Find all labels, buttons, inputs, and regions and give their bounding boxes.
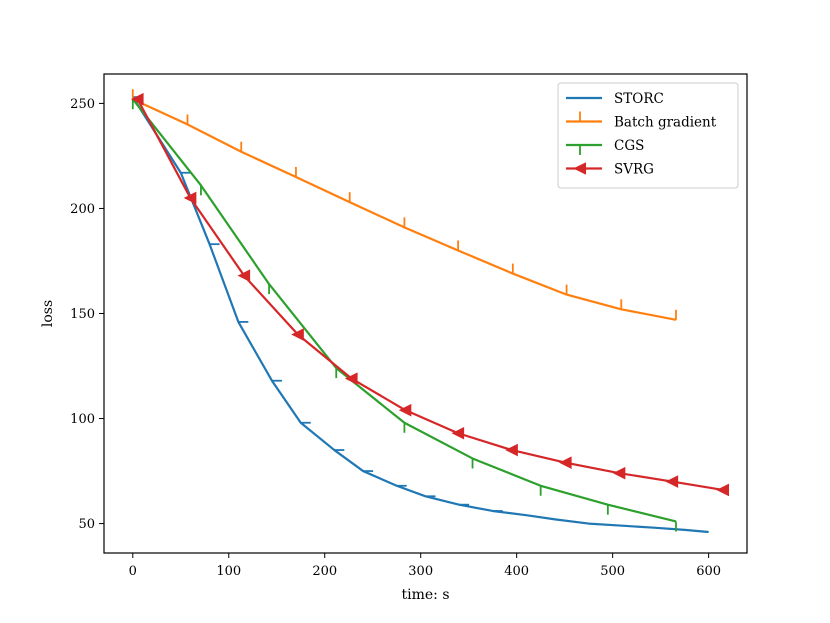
x-tick-label: 200 <box>312 564 337 579</box>
data-point-marker <box>612 466 626 480</box>
series-0 <box>131 96 709 534</box>
x-tick-label: 0 <box>129 564 137 579</box>
legend-entry: Batch gradient <box>566 111 717 131</box>
series-layer <box>130 89 730 534</box>
data-point-marker <box>237 269 251 282</box>
x-axis: 0 100 200 300 400 500 600 <box>129 553 721 579</box>
legend-label: Batch gradient <box>614 115 717 131</box>
y-tick-label: 200 <box>70 202 95 217</box>
y-tick-label: 150 <box>70 307 95 322</box>
data-point-marker <box>183 191 197 205</box>
x-tick-label: 400 <box>504 564 529 579</box>
data-point-marker <box>398 403 412 417</box>
data-point-marker <box>716 483 730 497</box>
series-2 <box>131 98 677 532</box>
x-tick-label: 600 <box>696 564 721 579</box>
data-point-marker <box>291 328 304 341</box>
series-3 <box>130 92 730 497</box>
y-tick-label: 100 <box>70 412 95 427</box>
data-point-marker <box>505 443 518 457</box>
legend-label: SVRG <box>614 162 654 178</box>
legend-label: CGS <box>614 138 644 154</box>
legend-box <box>557 82 739 189</box>
y-axis: 50 100 150 200 250 <box>70 97 104 532</box>
x-axis-label: time: s <box>401 587 449 603</box>
data-point-marker <box>573 162 586 175</box>
x-tick-label: 500 <box>600 564 625 579</box>
legend-entry: CGS <box>566 138 644 155</box>
y-tick-label: 50 <box>78 517 95 532</box>
data-point-marker <box>130 92 144 106</box>
x-tick-label: 300 <box>408 564 433 579</box>
data-point-marker <box>344 372 358 385</box>
legend-entry: SVRG <box>566 162 654 178</box>
data-point-marker <box>665 475 679 488</box>
data-point-marker <box>451 426 465 440</box>
data-point-marker <box>558 456 572 469</box>
y-tick-label: 250 <box>70 97 95 112</box>
legend-label: STORC <box>614 91 664 107</box>
legend-entry: STORC <box>566 91 664 107</box>
series-line <box>136 98 724 492</box>
y-axis-label: loss <box>40 300 56 327</box>
series-1 <box>131 89 677 321</box>
x-tick-label: 100 <box>216 564 241 579</box>
legend: STORC Batch gradient CGS SVRG <box>557 82 739 189</box>
